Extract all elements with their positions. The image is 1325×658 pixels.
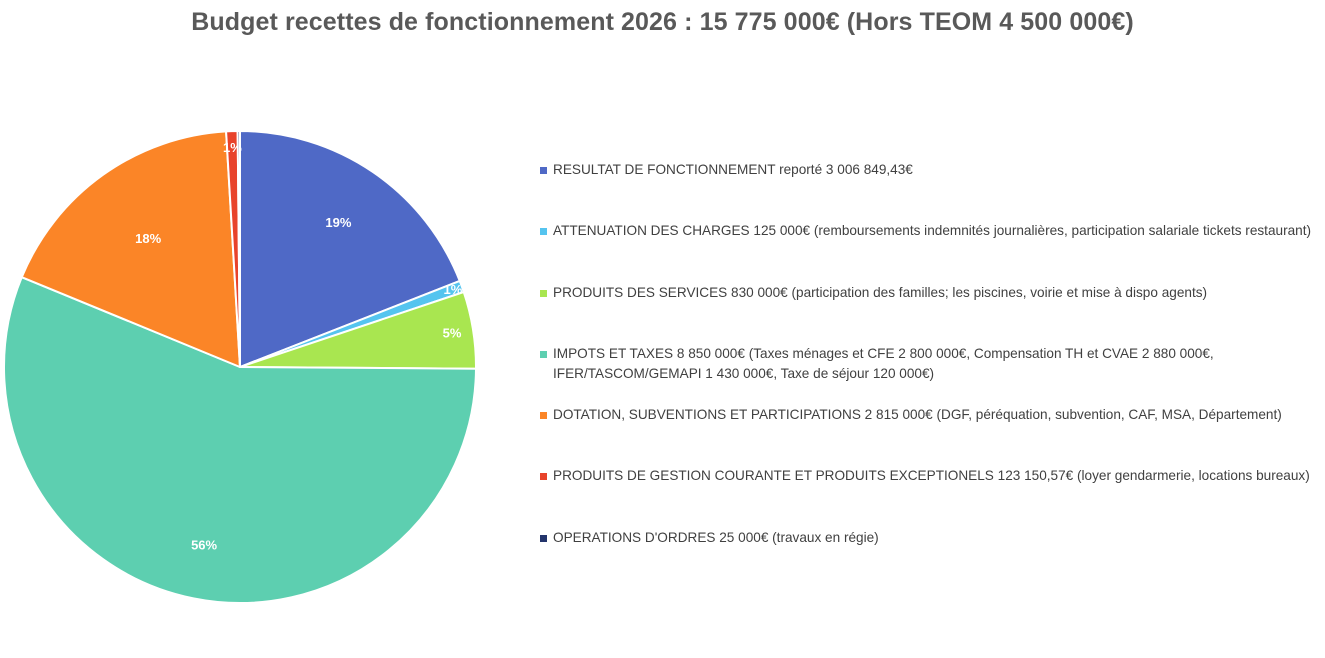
pie-data-label-4: 56%: [191, 538, 217, 553]
chart-title: Budget recettes de fonctionnement 2026 :…: [191, 8, 1134, 36]
legend-item-5: DOTATION, SUBVENTIONS ET PARTICIPATIONS …: [540, 405, 1320, 425]
pie-slice-5: [20, 130, 241, 368]
legend-swatch: [540, 351, 547, 358]
pie-chart: 19%1%5%56%18%1%: [3, 130, 477, 604]
legend-swatch: [540, 412, 547, 419]
legend-swatch: [540, 473, 547, 480]
pie-slice-1: [239, 130, 461, 368]
pie-slice-4: [3, 276, 477, 604]
legend-label: RESULTAT DE FONCTIONNEMENT reporté 3 006…: [553, 162, 913, 177]
legend-swatch: [540, 535, 547, 542]
legend-item-7: OPERATIONS D'ORDRES 25 000€ (travaux en …: [540, 528, 1320, 548]
legend-label: IMPOTS ET TAXES 8 850 000€ (Taxes ménage…: [553, 346, 1214, 381]
pie-data-label-3: 5%: [443, 326, 462, 341]
pie-data-label-1: 19%: [325, 215, 351, 230]
legend-label: OPERATIONS D'ORDRES 25 000€ (travaux en …: [553, 530, 879, 545]
legend-item-1: RESULTAT DE FONCTIONNEMENT reporté 3 006…: [540, 160, 1320, 180]
legend-swatch: [540, 290, 547, 297]
legend-label: PRODUITS DES SERVICES 830 000€ (particip…: [553, 285, 1208, 300]
legend-label: PRODUITS DE GESTION COURANTE ET PRODUITS…: [553, 468, 1310, 483]
legend-label: DOTATION, SUBVENTIONS ET PARTICIPATIONS …: [553, 407, 1282, 422]
legend-item-4: IMPOTS ET TAXES 8 850 000€ (Taxes ménage…: [540, 344, 1320, 384]
pie-slice-7: [236, 130, 241, 368]
legend-swatch: [540, 167, 547, 174]
legend-item-6: PRODUITS DE GESTION COURANTE ET PRODUITS…: [540, 466, 1320, 486]
pie-data-label-5: 18%: [135, 231, 161, 246]
legend-swatch: [540, 228, 547, 235]
legend-item-3: PRODUITS DES SERVICES 830 000€ (particip…: [540, 283, 1320, 303]
legend-item-2: ATTENUATION DES CHARGES 125 000€ (rembou…: [540, 221, 1320, 241]
legend-label: ATTENUATION DES CHARGES 125 000€ (rembou…: [553, 223, 1312, 238]
